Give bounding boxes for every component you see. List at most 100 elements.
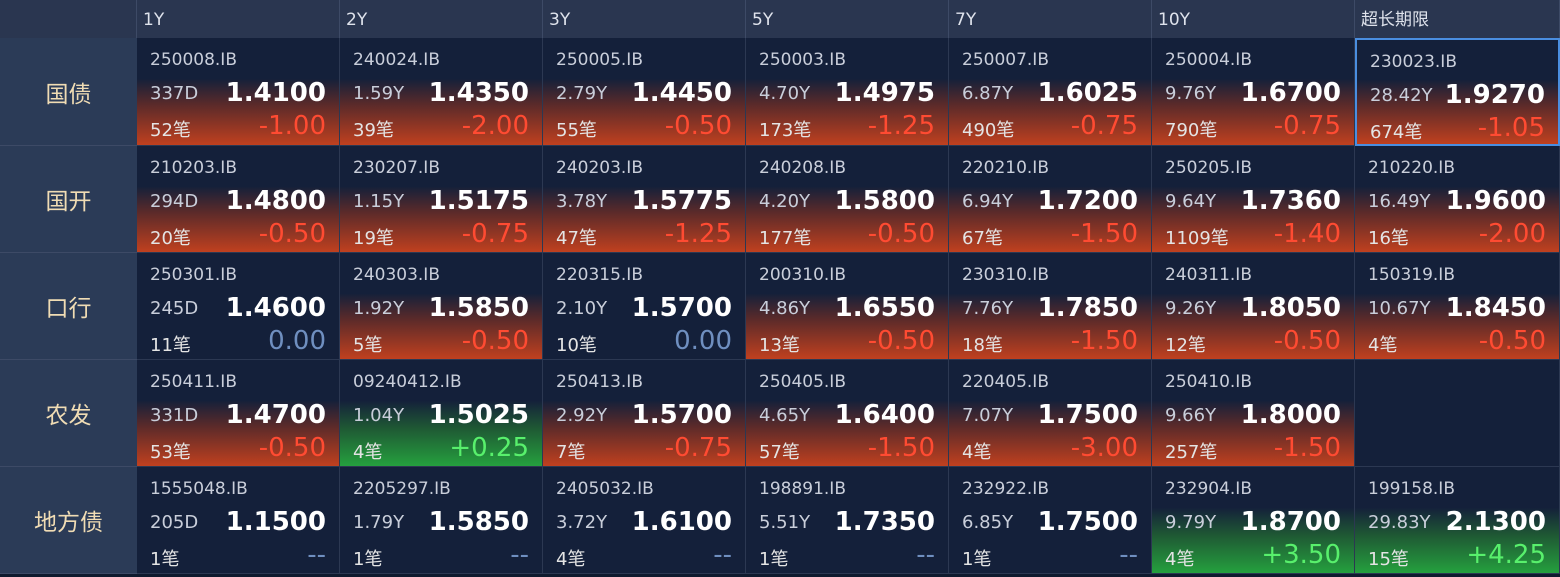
yield: 1.5700 xyxy=(631,400,732,430)
bond-cell[interactable]: 230207.IB 1.15Y 1.5175 19笔 -0.75 xyxy=(340,146,543,253)
yield: 1.8050 xyxy=(1240,293,1341,323)
trade-count: 1笔 xyxy=(759,549,789,570)
yield: 1.4800 xyxy=(225,186,326,216)
trade-count: 67笔 xyxy=(962,228,1003,249)
yield: 1.5700 xyxy=(631,293,732,323)
bond-cell[interactable]: 250301.IB 245D 1.4600 11笔 0.00 xyxy=(137,253,340,360)
bond-cell[interactable]: 250008.IB 337D 1.4100 52笔 -1.00 xyxy=(137,38,340,146)
yield: 1.4100 xyxy=(225,78,326,108)
change: -0.75 xyxy=(1070,111,1138,141)
bond-cell[interactable] xyxy=(1355,360,1560,467)
bond-cell[interactable]: 150319.IB 10.67Y 1.8450 4笔 -0.50 xyxy=(1355,253,1560,360)
column-header: 3Y xyxy=(543,0,746,38)
trade-count: 790笔 xyxy=(1165,120,1218,141)
bond-cell[interactable]: 09240412.IB 1.04Y 1.5025 4笔 +0.25 xyxy=(340,360,543,467)
change: +4.25 xyxy=(1466,540,1546,570)
bond-cell[interactable]: 240024.IB 1.59Y 1.4350 39笔 -2.00 xyxy=(340,38,543,146)
yield: 1.5175 xyxy=(428,186,529,216)
bond-cell[interactable]: 199158.IB 29.83Y 2.1300 15笔 +4.25 xyxy=(1355,467,1560,574)
yield: 1.7200 xyxy=(1037,186,1138,216)
yield: 1.4600 xyxy=(225,293,326,323)
change: -0.50 xyxy=(258,433,326,463)
yield: 1.9600 xyxy=(1445,186,1546,216)
bond-cell[interactable]: 2205297.IB 1.79Y 1.5850 1笔 -- xyxy=(340,467,543,574)
yield: 1.5800 xyxy=(834,186,935,216)
bond-cell[interactable]: 198891.IB 5.51Y 1.7350 1笔 -- xyxy=(746,467,949,574)
term: 205D xyxy=(150,512,199,533)
bond-cell[interactable]: 250405.IB 4.65Y 1.6400 57笔 -1.50 xyxy=(746,360,949,467)
bond-cell[interactable]: 200310.IB 4.86Y 1.6550 13笔 -0.50 xyxy=(746,253,949,360)
yield: 1.6550 xyxy=(834,293,935,323)
yield: 1.7850 xyxy=(1037,293,1138,323)
term: 6.94Y xyxy=(962,191,1014,212)
bond-code: 240203.IB xyxy=(556,158,643,178)
yield: 1.6100 xyxy=(631,507,732,537)
bond-cell[interactable]: 250003.IB 4.70Y 1.4975 173笔 -1.25 xyxy=(746,38,949,146)
trade-count: 15笔 xyxy=(1368,549,1409,570)
bond-cell[interactable]: 240203.IB 3.78Y 1.5775 47笔 -1.25 xyxy=(543,146,746,253)
bond-cell[interactable]: 2405032.IB 3.72Y 1.6100 4笔 -- xyxy=(543,467,746,574)
change: -0.75 xyxy=(664,433,732,463)
change: -- xyxy=(916,540,935,570)
change: -0.50 xyxy=(258,219,326,249)
bond-cell[interactable]: 232922.IB 6.85Y 1.7500 1笔 -- xyxy=(949,467,1152,574)
change: 0.00 xyxy=(268,326,326,356)
change: +0.25 xyxy=(449,433,529,463)
bond-cell[interactable]: 210203.IB 294D 1.4800 20笔 -0.50 xyxy=(137,146,340,253)
term: 9.66Y xyxy=(1165,405,1217,426)
term: 337D xyxy=(150,83,199,104)
trade-count: 39笔 xyxy=(353,120,394,141)
bond-cell[interactable]: 232904.IB 9.79Y 1.8700 4笔 +3.50 xyxy=(1152,467,1355,574)
column-header: 5Y xyxy=(746,0,949,38)
change: -1.50 xyxy=(1070,219,1138,249)
change: -1.50 xyxy=(1070,326,1138,356)
term: 1.92Y xyxy=(353,298,405,319)
yield: 1.5850 xyxy=(428,293,529,323)
term: 1.79Y xyxy=(353,512,405,533)
row-label: 国债 xyxy=(0,38,137,146)
term: 245D xyxy=(150,298,199,319)
term: 10.67Y xyxy=(1368,298,1431,319)
trade-count: 11笔 xyxy=(150,335,191,356)
bond-cell[interactable]: 220315.IB 2.10Y 1.5700 10笔 0.00 xyxy=(543,253,746,360)
bond-cell[interactable]: 240303.IB 1.92Y 1.5850 5笔 -0.50 xyxy=(340,253,543,360)
term: 7.07Y xyxy=(962,405,1014,426)
bond-cell[interactable]: 230310.IB 7.76Y 1.7850 18笔 -1.50 xyxy=(949,253,1152,360)
trade-count: 12笔 xyxy=(1165,335,1206,356)
bond-cell[interactable]: 250005.IB 2.79Y 1.4450 55笔 -0.50 xyxy=(543,38,746,146)
bond-code: 250007.IB xyxy=(962,50,1049,70)
yield: 1.4700 xyxy=(225,400,326,430)
term: 7.76Y xyxy=(962,298,1014,319)
yield: 1.4975 xyxy=(834,78,935,108)
bond-cell[interactable]: 250007.IB 6.87Y 1.6025 490笔 -0.75 xyxy=(949,38,1152,146)
bond-code: 240024.IB xyxy=(353,50,440,70)
bond-cell[interactable]: 210220.IB 16.49Y 1.9600 16笔 -2.00 xyxy=(1355,146,1560,253)
column-header: 2Y xyxy=(340,0,543,38)
change: -1.05 xyxy=(1477,113,1545,143)
yield: 1.6400 xyxy=(834,400,935,430)
bond-cell[interactable]: 250410.IB 9.66Y 1.8000 257笔 -1.50 xyxy=(1152,360,1355,467)
bond-cell[interactable]: 250411.IB 331D 1.4700 53笔 -0.50 xyxy=(137,360,340,467)
bond-code: 220210.IB xyxy=(962,158,1049,178)
bond-cell[interactable]: 220210.IB 6.94Y 1.7200 67笔 -1.50 xyxy=(949,146,1152,253)
trade-count: 1笔 xyxy=(353,549,383,570)
change: -0.50 xyxy=(664,111,732,141)
change: -0.50 xyxy=(1478,326,1546,356)
bond-cell[interactable]: 220405.IB 7.07Y 1.7500 4笔 -3.00 xyxy=(949,360,1152,467)
change: -0.50 xyxy=(867,219,935,249)
bond-cell[interactable]: 230023.IB 28.42Y 1.9270 674笔 -1.05 xyxy=(1355,38,1560,146)
yield: 1.1500 xyxy=(225,507,326,537)
bond-cell[interactable]: 250413.IB 2.92Y 1.5700 7笔 -0.75 xyxy=(543,360,746,467)
bond-cell[interactable]: 240208.IB 4.20Y 1.5800 177笔 -0.50 xyxy=(746,146,949,253)
bond-code: 220405.IB xyxy=(962,372,1049,392)
bond-code: 250410.IB xyxy=(1165,372,1252,392)
bond-cell[interactable]: 250004.IB 9.76Y 1.6700 790笔 -0.75 xyxy=(1152,38,1355,146)
bond-cell[interactable]: 1555048.IB 205D 1.1500 1笔 -- xyxy=(137,467,340,574)
change: -- xyxy=(713,540,732,570)
bond-cell[interactable]: 240311.IB 9.26Y 1.8050 12笔 -0.50 xyxy=(1152,253,1355,360)
term: 9.26Y xyxy=(1165,298,1217,319)
bond-code: 210203.IB xyxy=(150,158,237,178)
bond-cell[interactable]: 250205.IB 9.64Y 1.7360 1109笔 -1.40 xyxy=(1152,146,1355,253)
row-label: 农发 xyxy=(0,360,137,467)
